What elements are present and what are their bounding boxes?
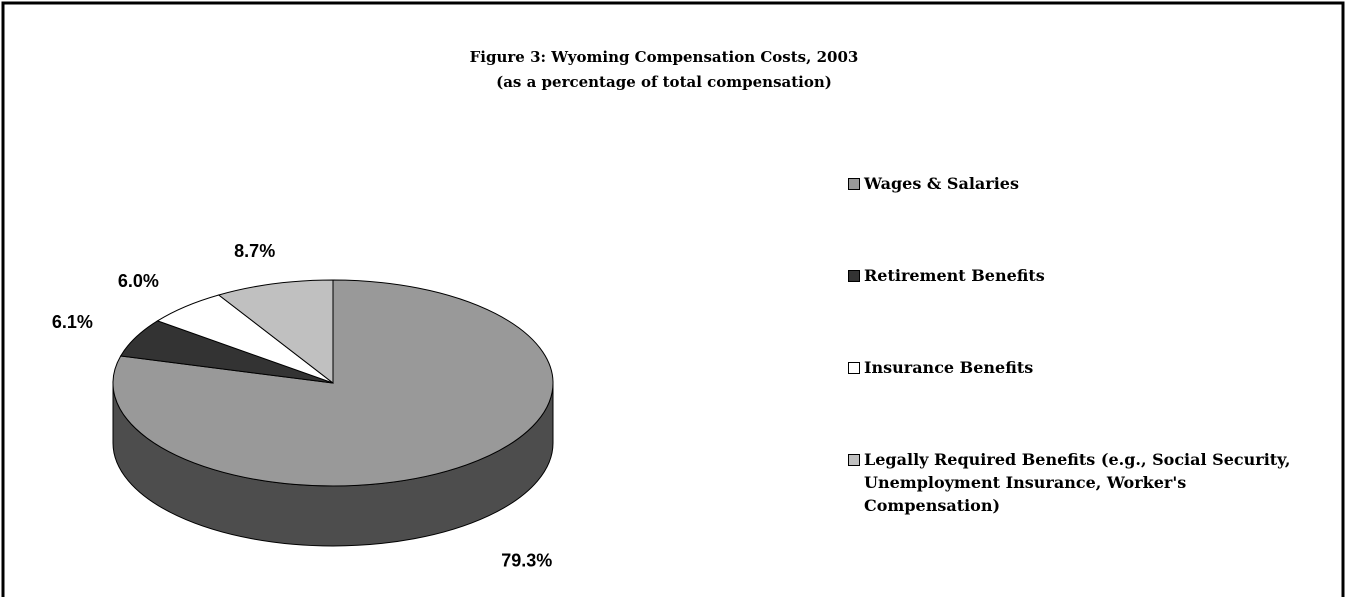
legend: Wages & Salaries Retirement Benefits Insur…: [848, 172, 1318, 540]
data-label: 6.0%: [118, 271, 159, 291]
chart-subtitle: (as a percentage of total compensation): [496, 73, 832, 91]
pie-slice: [217, 279, 334, 385]
legend-label: Wages & Salaries: [864, 174, 1019, 193]
legend-swatch: [848, 270, 860, 282]
legend-label: Retirement Benefits: [864, 266, 1045, 285]
chart-title: Figure 3: Wyoming Compensation Costs, 20…: [470, 48, 859, 66]
legend-item: Wages & Salaries: [848, 172, 1318, 264]
legend-swatch: [848, 362, 860, 374]
legend-item: Retirement Benefits: [848, 264, 1318, 356]
legend-item: Legally Required Benefits (e.g., Social …: [848, 448, 1318, 540]
pie-tops: [112, 279, 554, 487]
legend-swatch: [848, 454, 860, 466]
data-label: 79.3%: [501, 550, 552, 570]
data-label: 6.1%: [52, 312, 93, 332]
legend-label: Legally Required Benefits (e.g., Social …: [864, 450, 1291, 515]
data-label: 8.7%: [234, 241, 275, 261]
legend-label: Insurance Benefits: [864, 358, 1034, 377]
legend-item: Insurance Benefits: [848, 356, 1318, 448]
legend-swatch: [848, 178, 860, 190]
